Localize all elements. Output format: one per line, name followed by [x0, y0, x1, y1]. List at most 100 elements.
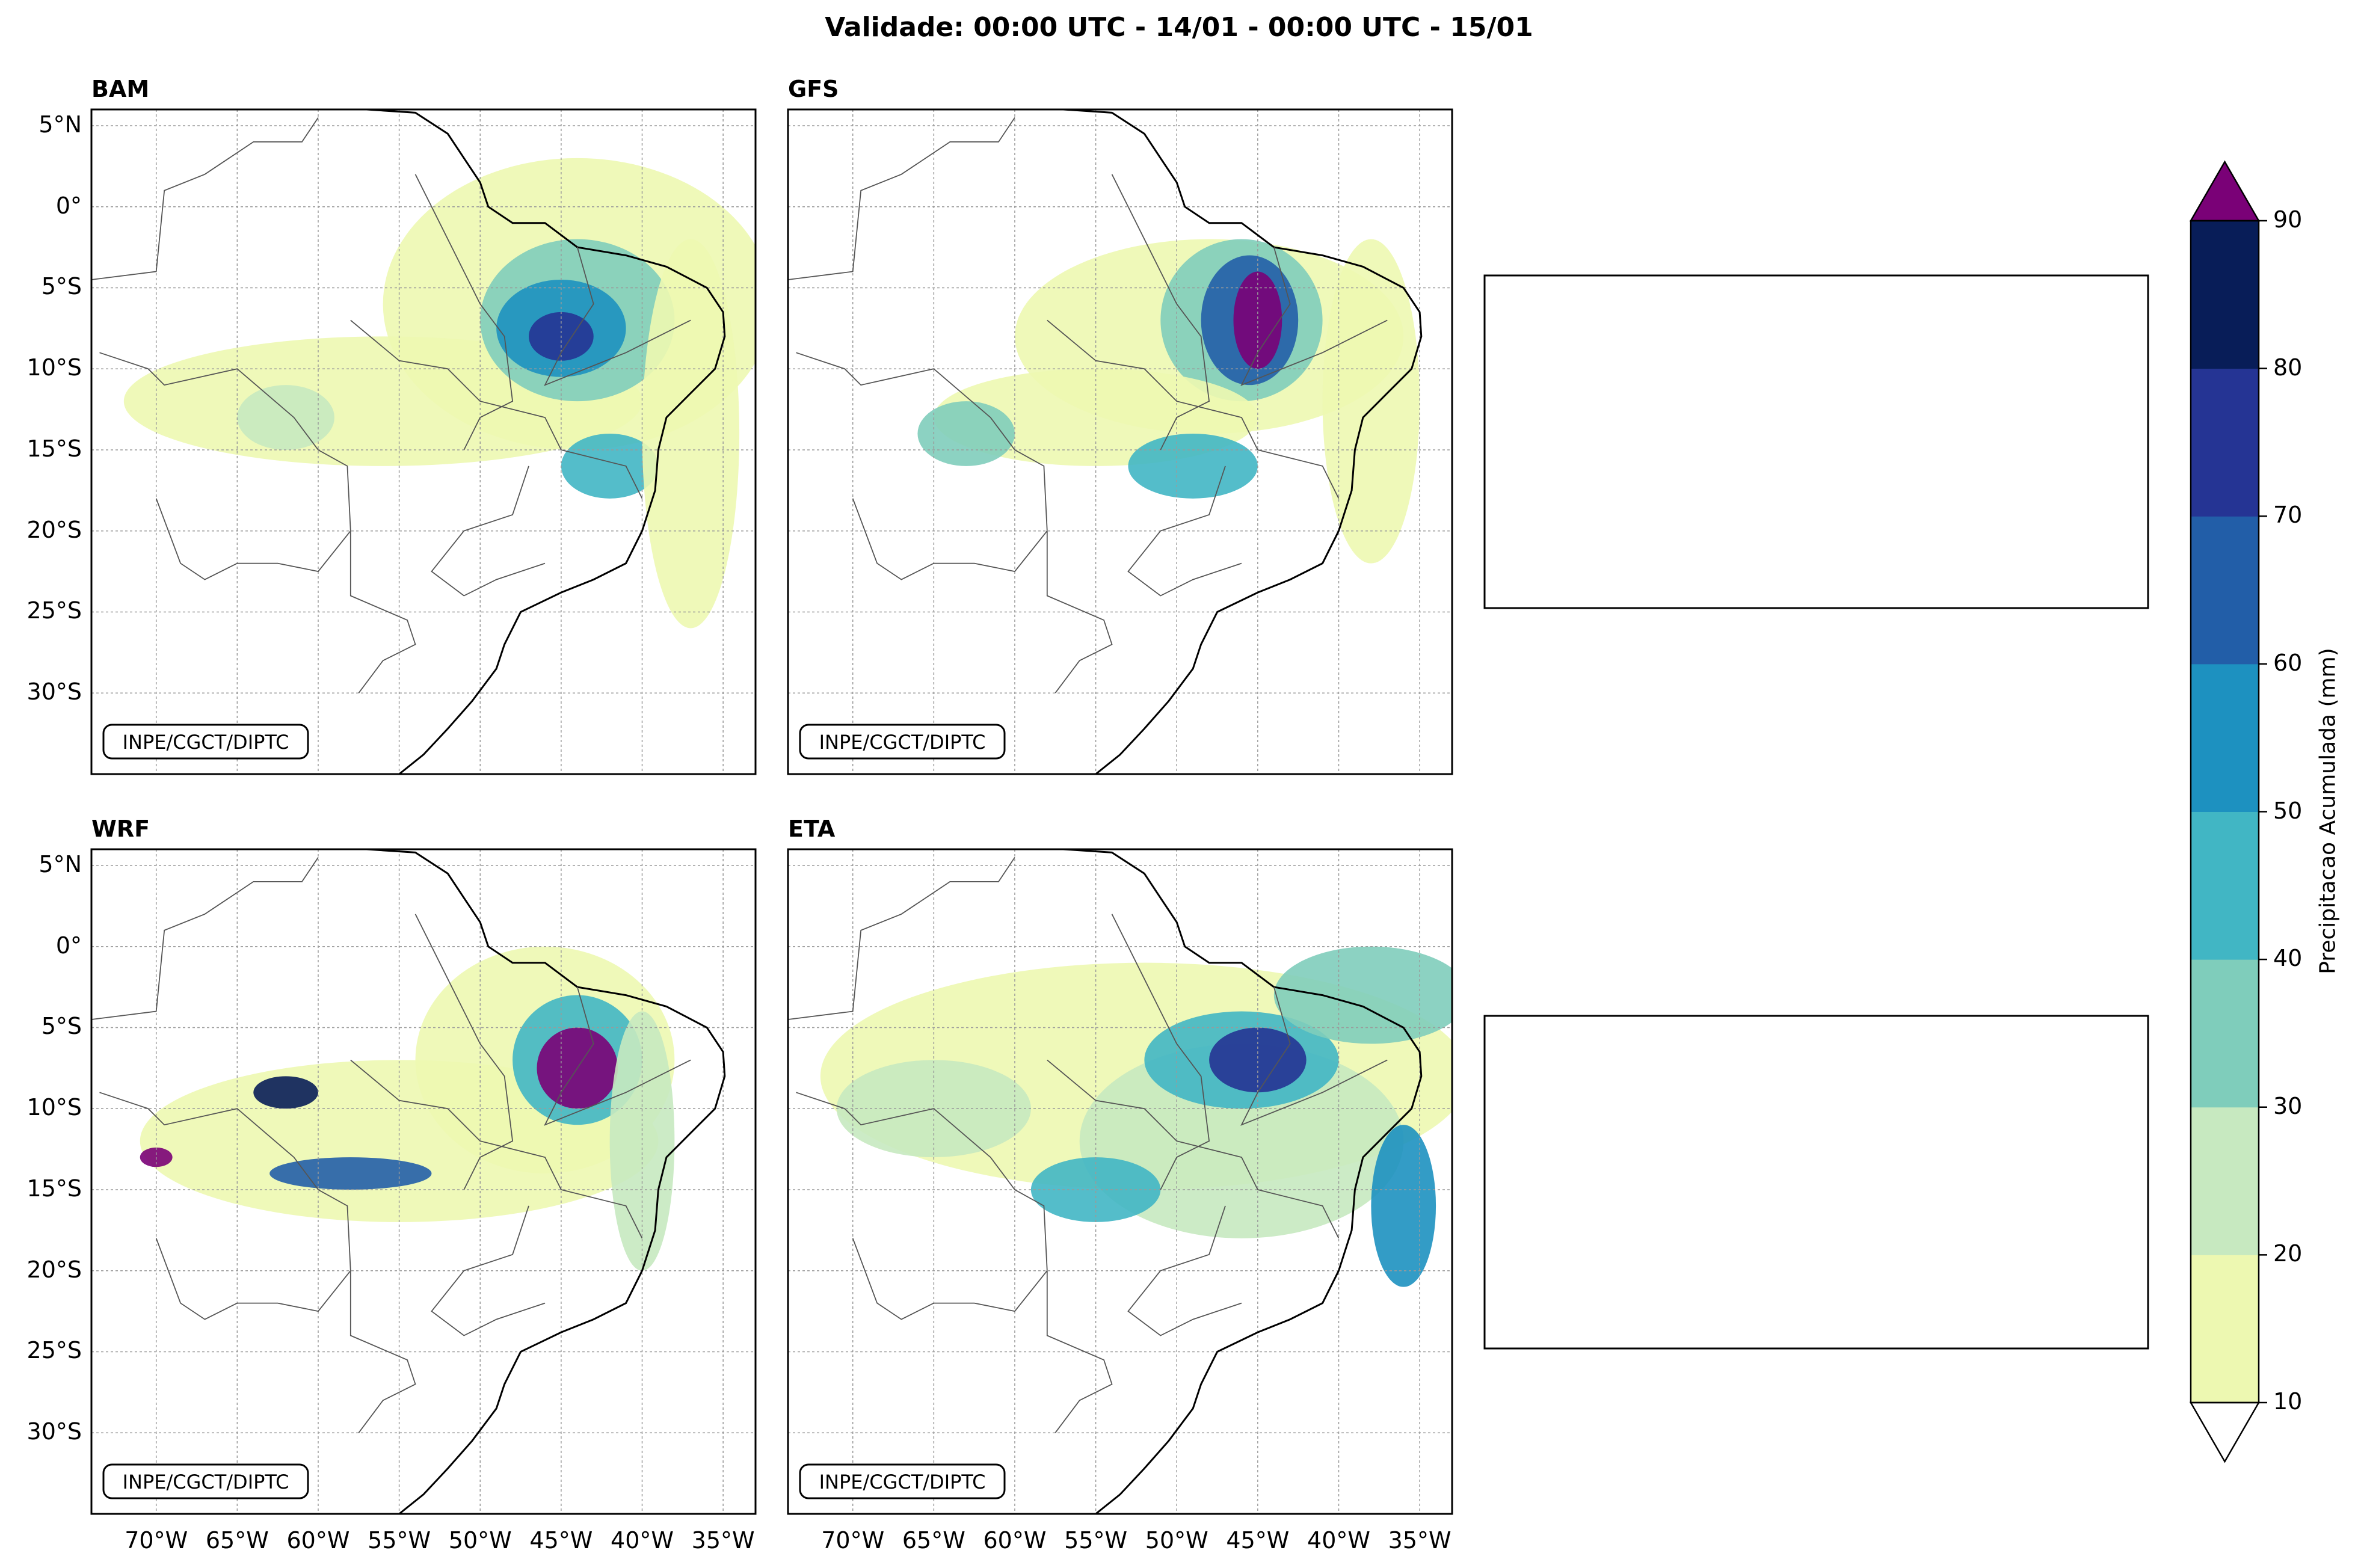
lon-tick-label: 50°W	[448, 1527, 512, 1554]
lat-tick-label: 10°S	[26, 354, 82, 381]
empty-panel-box	[1483, 1015, 2149, 1350]
credit-text: INPE/CGCT/DIPTC	[123, 731, 289, 754]
colorbar	[2189, 160, 2267, 1463]
colorbar-tick-label: 20	[2273, 1240, 2303, 1267]
colorbar-tick-label: 10	[2273, 1388, 2303, 1415]
map-panel-gfs	[788, 109, 1452, 774]
precip-area	[1322, 239, 1420, 564]
precip-area	[269, 1157, 432, 1190]
panel-title-eta: ETA	[788, 816, 836, 842]
lat-tick-label: 25°S	[26, 597, 82, 624]
political-border	[852, 1238, 1048, 1320]
lat-tick-label: 25°S	[26, 1337, 82, 1364]
colorbar-segment	[2191, 663, 2259, 812]
political-border	[414, 914, 514, 1190]
map-panel-eta	[788, 849, 1452, 1514]
political-border	[349, 1270, 416, 1433]
lat-tick-label: 30°S	[26, 678, 82, 706]
lon-tick-label: 70°W	[821, 1527, 885, 1554]
colorbar-tick-label: 40	[2273, 945, 2303, 972]
political-border	[1046, 530, 1113, 693]
precip-area	[1233, 271, 1282, 369]
credit-box: INPE/CGCT/DIPTC	[102, 1463, 309, 1499]
coastline	[1060, 849, 1423, 1514]
panel-frame	[90, 848, 757, 1515]
political-border	[91, 856, 319, 1020]
political-border	[544, 247, 691, 386]
political-border	[91, 117, 319, 280]
lat-tick-label: 5°N	[38, 850, 82, 878]
panel-frame	[90, 108, 757, 775]
panel-title-wrf: WRF	[91, 816, 150, 842]
precip-area	[917, 401, 1015, 466]
lat-tick-label: 20°S	[26, 516, 82, 543]
lon-tick-label: 35°W	[1388, 1527, 1451, 1554]
panel-title-bam: BAM	[91, 76, 150, 102]
precip-area	[253, 1076, 318, 1109]
lon-tick-label: 50°W	[1145, 1527, 1208, 1554]
lon-tick-label: 60°W	[983, 1527, 1047, 1554]
colorbar-over-triangle	[2189, 160, 2261, 222]
colorbar-tick-label: 30	[2273, 1092, 2303, 1119]
political-border	[796, 1092, 1048, 1271]
political-border	[350, 1059, 643, 1239]
colorbar-tick-label: 70	[2273, 502, 2303, 529]
political-border	[788, 117, 1015, 280]
credit-text: INPE/CGCT/DIPTC	[819, 731, 986, 754]
political-border	[1047, 1059, 1340, 1239]
colorbar-tick-label: 50	[2273, 797, 2303, 824]
political-border	[414, 174, 514, 450]
precip-area	[1030, 1157, 1161, 1222]
political-border	[1240, 986, 1388, 1126]
map-panel-bam	[91, 109, 756, 774]
political-border	[99, 1092, 351, 1271]
colorbar-segment	[2191, 1255, 2259, 1403]
colorbar-tick-label: 60	[2273, 649, 2303, 676]
colorbar-tick-label: 80	[2273, 354, 2303, 381]
lon-tick-label: 35°W	[691, 1527, 755, 1554]
colorbar-segment	[2191, 811, 2259, 960]
credit-text: INPE/CGCT/DIPTC	[123, 1471, 289, 1493]
lat-tick-label: 20°S	[26, 1256, 82, 1283]
colorbar-tick-label: 90	[2273, 206, 2303, 233]
figure-title: Validade: 00:00 UTC - 14/01 - 00:00 UTC …	[825, 12, 1533, 43]
precip-area	[642, 239, 740, 629]
panel-title-gfs: GFS	[788, 76, 839, 102]
colorbar-under-triangle	[2189, 1401, 2261, 1463]
political-border	[155, 498, 351, 580]
political-border	[1047, 319, 1340, 499]
colorbar-segment	[2191, 368, 2259, 517]
political-border	[1240, 247, 1388, 386]
precip-area	[1273, 946, 1452, 1044]
political-border	[1046, 1270, 1113, 1433]
lat-tick-label: 30°S	[26, 1418, 82, 1445]
political-border	[350, 319, 643, 499]
precip-area	[1371, 1125, 1436, 1287]
lon-tick-label: 55°W	[1064, 1527, 1128, 1554]
colorbar-segment	[2191, 221, 2259, 369]
lon-tick-label: 65°W	[205, 1527, 269, 1554]
lon-tick-label: 65°W	[902, 1527, 965, 1554]
lon-tick-label: 45°W	[1226, 1527, 1290, 1554]
colorbar-segment	[2191, 1107, 2259, 1255]
precip-area	[1209, 1027, 1307, 1093]
lon-tick-label: 60°W	[286, 1527, 350, 1554]
precip-area	[1128, 434, 1258, 499]
precip-area	[237, 385, 334, 450]
colorbar-segment	[2191, 959, 2259, 1108]
political-border	[1111, 174, 1210, 450]
coastline	[364, 109, 726, 774]
map-panel-wrf	[91, 849, 756, 1514]
credit-box: INPE/CGCT/DIPTC	[799, 1463, 1006, 1499]
credit-box: INPE/CGCT/DIPTC	[799, 724, 1006, 760]
lat-tick-label: 15°S	[26, 1175, 82, 1202]
lat-tick-label: 0°	[55, 932, 82, 959]
empty-panel-box	[1483, 274, 2149, 609]
lon-tick-label: 70°W	[125, 1527, 188, 1554]
colorbar-segment	[2191, 516, 2259, 665]
coastline	[1060, 109, 1423, 774]
lat-tick-label: 5°S	[41, 1013, 82, 1040]
credit-box: INPE/CGCT/DIPTC	[102, 724, 309, 760]
lon-tick-label: 45°W	[529, 1527, 593, 1554]
